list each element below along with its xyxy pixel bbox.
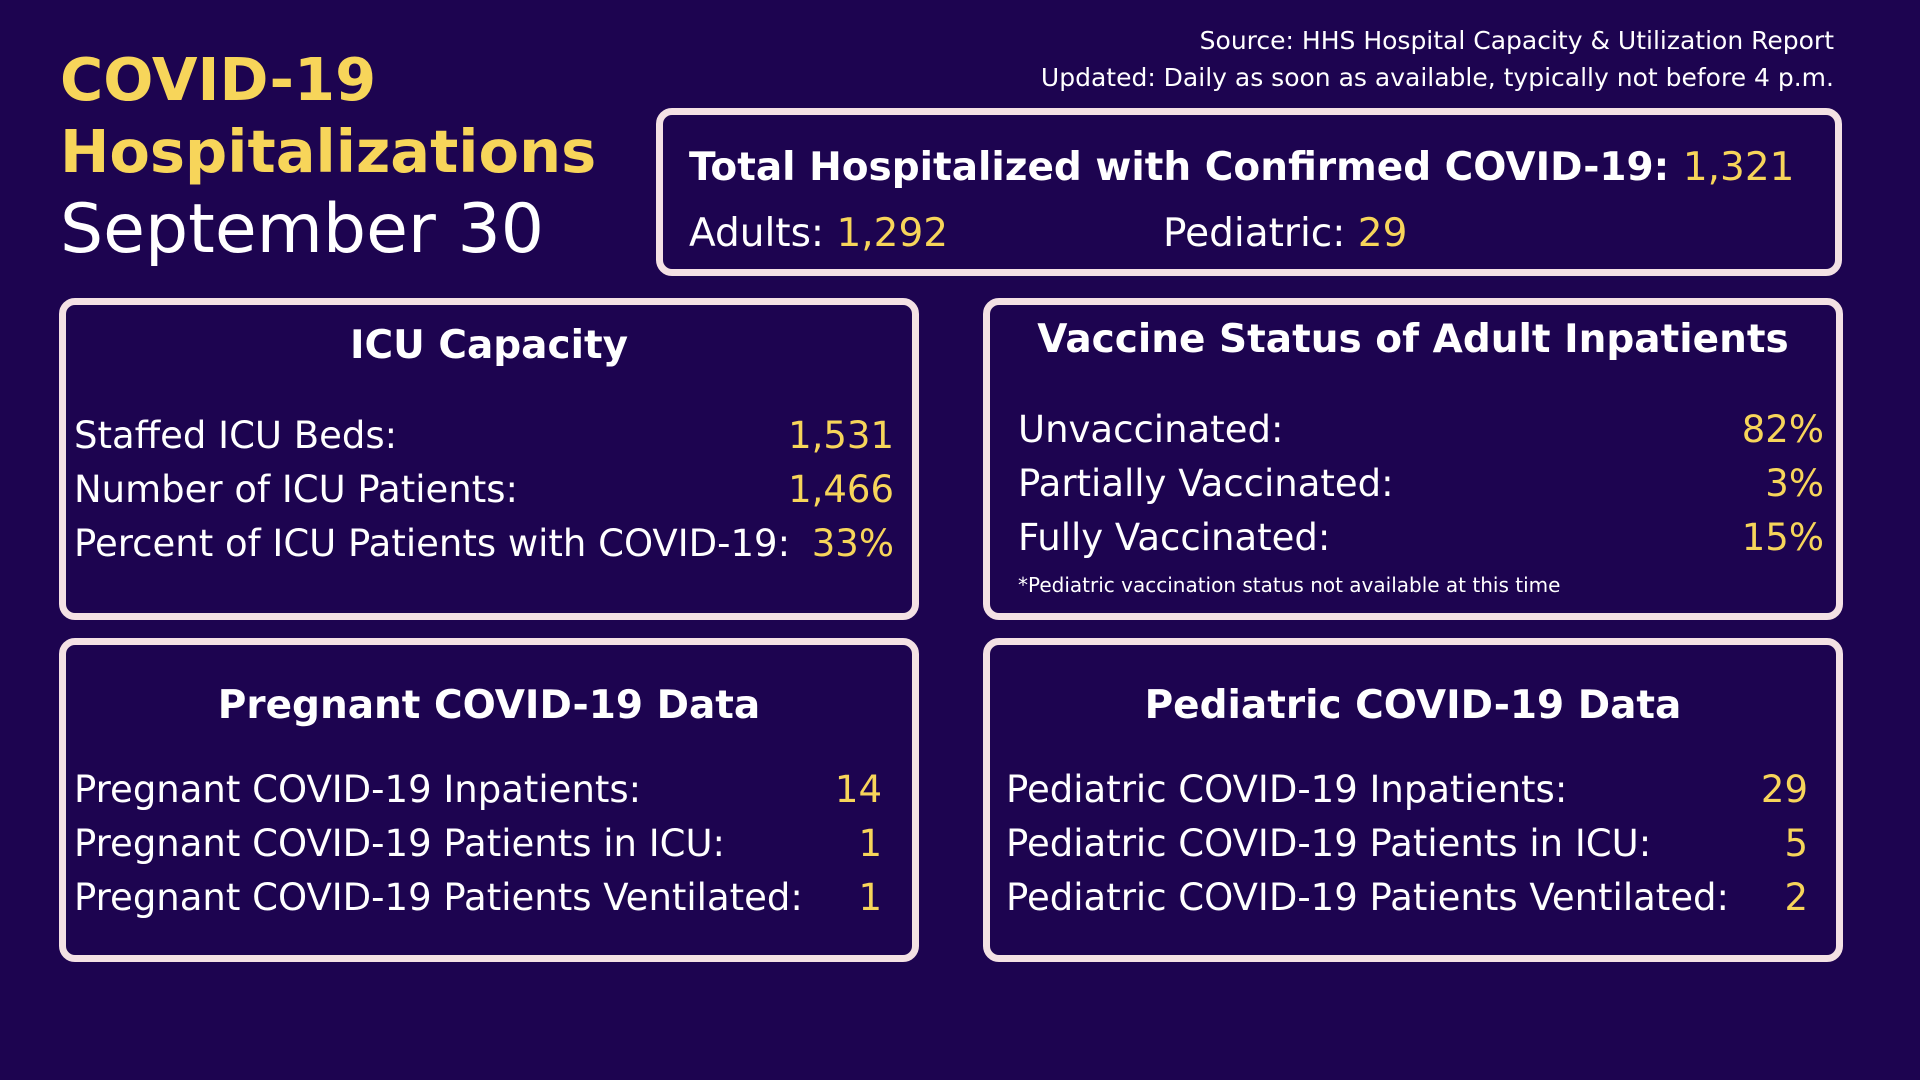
pediatric-row-inpatients: Pediatric COVID-19 Inpatients: 29 [1006,763,1808,817]
page-title-block: COVID-19 Hospitalizations September 30 [60,44,620,272]
pregnant-row-icu: Pregnant COVID-19 Patients in ICU: 1 [74,817,882,871]
row-label: Staffed ICU Beds: [74,414,398,457]
pregnant-rows: Pregnant COVID-19 Inpatients: 14 Pregnan… [74,763,882,925]
vaccine-row-fully: Fully Vaccinated: 15% [1018,511,1824,565]
icu-row-percent-covid: Percent of ICU Patients with COVID-19: 3… [74,517,894,571]
row-label: Partially Vaccinated: [1018,462,1394,505]
pregnant-row-ventilated: Pregnant COVID-19 Patients Ventilated: 1 [74,871,882,925]
pregnant-row-inpatients: Pregnant COVID-19 Inpatients: 14 [74,763,882,817]
row-label: Pregnant COVID-19 Inpatients: [74,768,642,811]
pediatric-count: Pediatric: 29 [1163,211,1407,256]
adults-count: Adults: 1,292 [689,211,948,256]
row-value: 14 [834,768,882,811]
row-value: 3% [1765,462,1824,505]
total-hospitalized-label: Total Hospitalized with Confirmed COVID-… [689,145,1670,190]
row-value: 82% [1741,408,1824,451]
vaccine-row-partial: Partially Vaccinated: 3% [1018,457,1824,511]
row-value: 33% [811,522,894,565]
row-value: 1 [858,876,882,919]
page-title-line-1: COVID-19 [60,45,377,114]
vaccine-footnote: *Pediatric vaccination status not availa… [1018,573,1561,597]
row-value: 1 [858,822,882,865]
row-value: 29 [1760,768,1808,811]
row-value: 1,466 [788,468,894,511]
row-value: 5 [1784,822,1808,865]
icu-row-patients: Number of ICU Patients: 1,466 [74,463,894,517]
adults-value: 1,292 [836,211,949,256]
row-label: Pediatric COVID-19 Inpatients: [1006,768,1568,811]
pregnant-data-title: Pregnant COVID-19 Data [217,683,761,728]
pregnant-data-box: Pregnant COVID-19 Data Pregnant COVID-19… [59,638,919,962]
pediatric-rows: Pediatric COVID-19 Inpatients: 29 Pediat… [1006,763,1808,925]
total-hospitalized-value: 1,321 [1682,145,1795,190]
source-info: Source: HHS Hospital Capacity & Utilizat… [1041,22,1834,96]
total-hospitalized-box: Total Hospitalized with Confirmed COVID-… [656,108,1842,276]
adults-label: Adults: [689,211,825,256]
updated-line: Updated: Daily as soon as available, typ… [1040,63,1834,92]
report-date: September 30 [60,190,545,269]
pediatric-row-ventilated: Pediatric COVID-19 Patients Ventilated: … [1006,871,1808,925]
row-label: Pediatric COVID-19 Patients Ventilated: [1006,876,1729,919]
vaccine-status-title: Vaccine Status of Adult Inpatients [1037,317,1789,362]
pediatric-data-title: Pediatric COVID-19 Data [1144,683,1682,728]
row-value: 15% [1741,516,1824,559]
vaccine-row-unvaccinated: Unvaccinated: 82% [1018,403,1824,457]
pediatric-value: 29 [1357,211,1408,256]
page-title-line-2: Hospitalizations [60,117,597,186]
row-label: Pregnant COVID-19 Patients Ventilated: [74,876,803,919]
row-label: Percent of ICU Patients with COVID-19: [74,522,791,565]
icu-rows: Staffed ICU Beds: 1,531 Number of ICU Pa… [74,409,894,571]
pediatric-data-box: Pediatric COVID-19 Data Pediatric COVID-… [983,638,1843,962]
row-label: Unvaccinated: [1018,408,1284,451]
pediatric-row-icu: Pediatric COVID-19 Patients in ICU: 5 [1006,817,1808,871]
source-line: Source: HHS Hospital Capacity & Utilizat… [1199,26,1834,55]
icu-capacity-box: ICU Capacity Staffed ICU Beds: 1,531 Num… [59,298,919,620]
pediatric-label: Pediatric: [1163,211,1346,256]
total-hospitalized-heading: Total Hospitalized with Confirmed COVID-… [689,145,1795,190]
row-label: Number of ICU Patients: [74,468,518,511]
vaccine-rows: Unvaccinated: 82% Partially Vaccinated: … [1018,403,1824,565]
row-value: 2 [1784,876,1808,919]
row-label: Pediatric COVID-19 Patients in ICU: [1006,822,1652,865]
icu-row-staffed-beds: Staffed ICU Beds: 1,531 [74,409,894,463]
row-label: Fully Vaccinated: [1018,516,1331,559]
row-label: Pregnant COVID-19 Patients in ICU: [74,822,726,865]
vaccine-status-box: Vaccine Status of Adult Inpatients Unvac… [983,298,1843,620]
icu-capacity-title: ICU Capacity [349,323,629,368]
row-value: 1,531 [788,414,894,457]
